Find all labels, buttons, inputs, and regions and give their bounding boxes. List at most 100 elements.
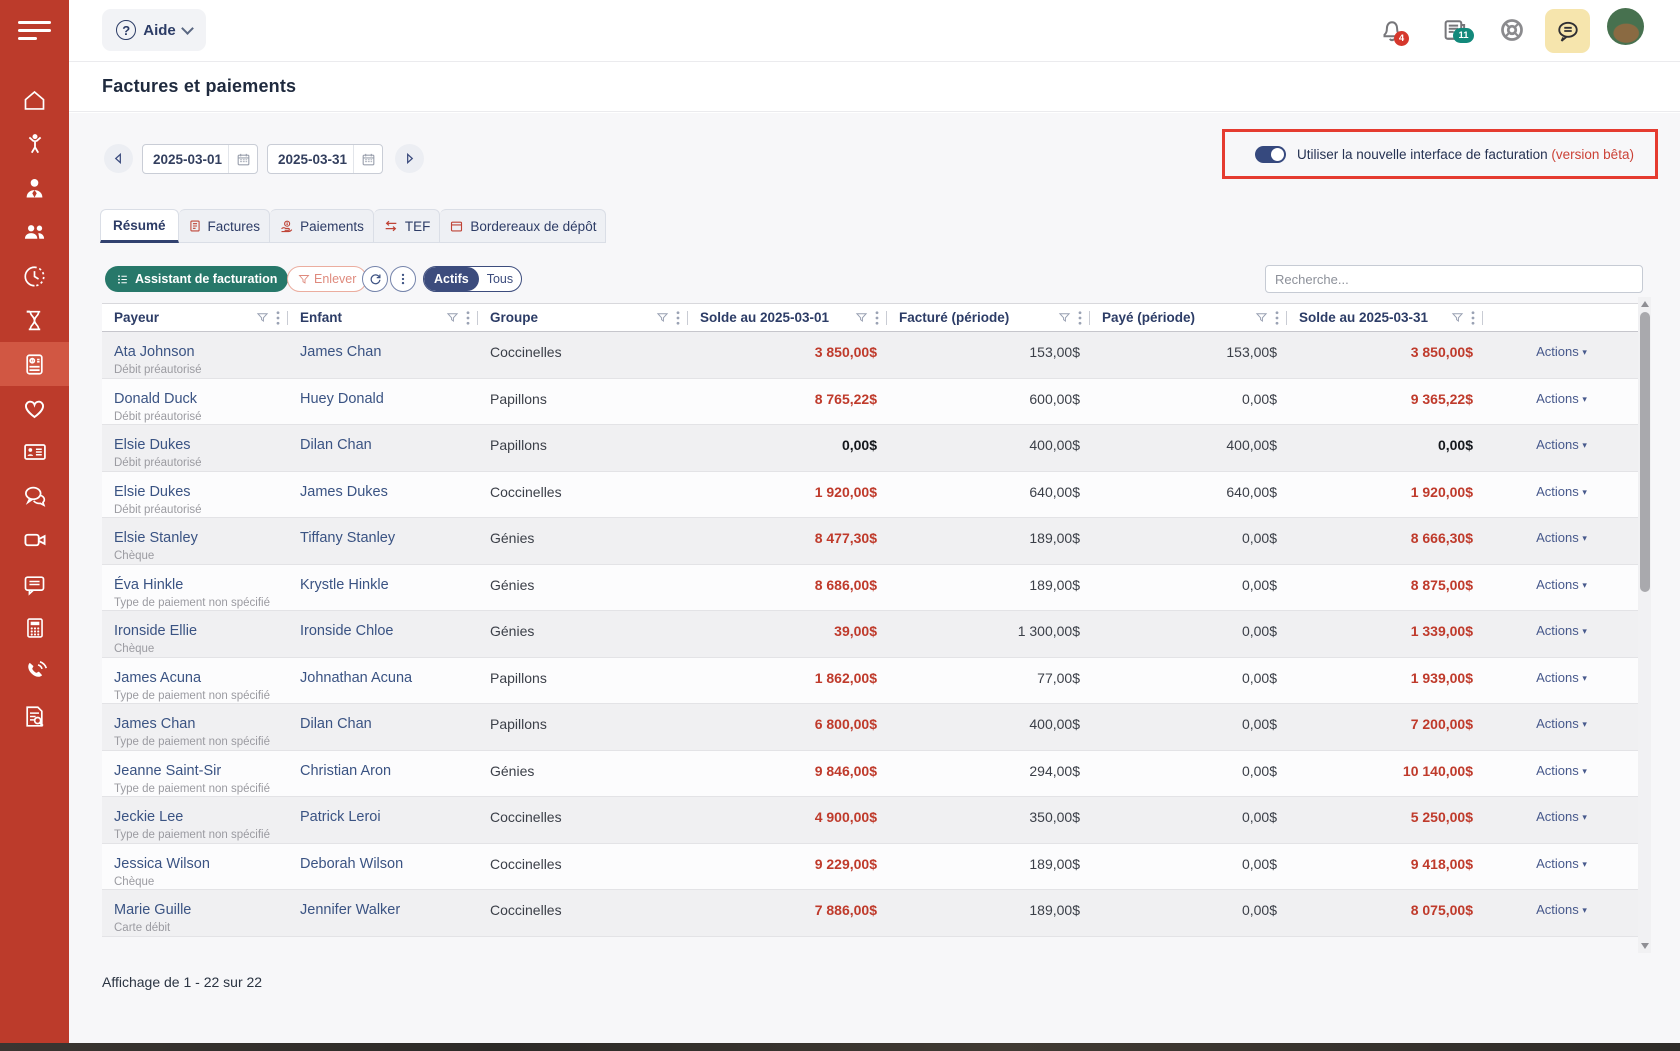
column-menu-icon[interactable] xyxy=(1078,310,1082,325)
filter-icon[interactable] xyxy=(446,311,459,324)
actions-button[interactable]: Actions ▾ xyxy=(1536,530,1587,545)
child-name[interactable]: Tiffany Stanley xyxy=(300,530,396,546)
sidebar-item-messages[interactable] xyxy=(0,562,69,606)
column-header-5[interactable]: Facturé (période) xyxy=(887,304,1090,331)
sidebar-item-billing[interactable] xyxy=(0,342,69,386)
child-name[interactable]: Krystle Hinkle xyxy=(300,576,389,593)
sidebar-item-registration[interactable] xyxy=(0,430,69,474)
tab-r-sum-[interactable]: Résumé xyxy=(100,209,179,243)
sidebar-item-video[interactable] xyxy=(0,518,69,562)
sidebar-item-home[interactable] xyxy=(0,78,69,122)
child-name[interactable]: Jennifer Walker xyxy=(300,902,401,918)
date-prev-button[interactable] xyxy=(104,144,133,173)
column-menu-icon[interactable] xyxy=(676,310,680,325)
filter-icon[interactable] xyxy=(1058,311,1071,324)
sidebar-item-communication[interactable] xyxy=(0,474,69,518)
scrollbar-thumb[interactable] xyxy=(1639,312,1650,592)
payer-name[interactable]: Jeanne Saint-Sir xyxy=(114,762,222,779)
filter-icon[interactable] xyxy=(1255,311,1268,324)
payer-name[interactable]: Jeckie Lee xyxy=(114,809,184,825)
date-end-field[interactable]: 2025-03-31 xyxy=(267,144,383,174)
child-name[interactable]: Deborah Wilson xyxy=(300,855,404,872)
calendar-icon[interactable] xyxy=(353,145,382,173)
sidebar-item-children[interactable] xyxy=(0,122,69,166)
help-ring-button[interactable] xyxy=(1497,15,1527,45)
child-name[interactable]: Johnathan Acuna xyxy=(300,669,413,686)
payer-name[interactable]: Elsie Dukes xyxy=(114,483,191,500)
beta-toggle[interactable] xyxy=(1255,145,1286,163)
actions-button[interactable]: Actions ▾ xyxy=(1536,390,1587,406)
column-header-7[interactable]: Solde au 2025-03-31 xyxy=(1287,304,1483,331)
actions-button[interactable]: Actions ▾ xyxy=(1536,716,1587,731)
payer-name[interactable]: Ata Johnson xyxy=(114,344,195,360)
payer-name[interactable]: Elsie Stanley xyxy=(114,530,198,546)
payer-name[interactable]: Ironside Ellie xyxy=(114,623,198,639)
search-input[interactable] xyxy=(1265,265,1643,293)
refresh-button[interactable] xyxy=(362,266,388,292)
column-menu-icon[interactable] xyxy=(466,310,470,325)
actions-button[interactable]: Actions ▾ xyxy=(1536,623,1587,638)
payer-name[interactable]: James Acuna xyxy=(114,669,202,686)
help-button[interactable]: ? Aide xyxy=(102,9,206,51)
avatar[interactable] xyxy=(1607,8,1644,45)
actions-button[interactable]: Actions ▾ xyxy=(1536,344,1587,359)
payer-name[interactable]: Éva Hinkle xyxy=(114,576,184,593)
child-name[interactable]: Huey Donald xyxy=(300,390,384,407)
sidebar-item-reports[interactable] xyxy=(0,694,69,738)
filter-option-actifs[interactable]: Actifs xyxy=(424,267,479,291)
filter-icon[interactable] xyxy=(656,311,669,324)
column-menu-icon[interactable] xyxy=(875,310,879,325)
sidebar-item-waiting-list[interactable] xyxy=(0,298,69,342)
actions-button[interactable]: Actions ▾ xyxy=(1536,437,1587,452)
table-scrollbar[interactable] xyxy=(1638,297,1651,953)
column-header-6[interactable]: Payé (période) xyxy=(1090,304,1287,331)
column-header-4[interactable]: Solde au 2025-03-01 xyxy=(688,304,887,331)
actions-button[interactable]: Actions ▾ xyxy=(1536,669,1587,685)
actions-button[interactable]: Actions ▾ xyxy=(1536,483,1587,499)
payer-name[interactable]: Jessica Wilson xyxy=(114,855,210,872)
date-start-field[interactable]: 2025-03-01 xyxy=(142,144,258,174)
payer-name[interactable]: Elsie Dukes xyxy=(114,437,191,453)
scroll-down-icon[interactable] xyxy=(1640,943,1649,949)
actions-button[interactable]: Actions ▾ xyxy=(1536,809,1587,824)
child-name[interactable]: Dilan Chan xyxy=(300,437,372,453)
tab-bordereaux-de-d-p-t[interactable]: Bordereaux de dépôt xyxy=(440,209,607,243)
sidebar-item-attendance[interactable] xyxy=(0,254,69,298)
sidebar-item-health[interactable] xyxy=(0,386,69,430)
calendar-icon[interactable] xyxy=(228,145,257,173)
filter-icon[interactable] xyxy=(256,311,269,324)
tab-paiements[interactable]: Paiements xyxy=(270,209,374,243)
column-menu-icon[interactable] xyxy=(276,310,280,325)
child-name[interactable]: Ironside Chloe xyxy=(300,623,394,639)
child-name[interactable]: Patrick Leroi xyxy=(300,809,381,825)
sidebar-item-terminal[interactable] xyxy=(0,606,69,650)
column-header-2[interactable]: Enfant xyxy=(288,304,478,331)
sidebar-item-groups[interactable] xyxy=(0,210,69,254)
child-name[interactable]: James Chan xyxy=(300,344,382,360)
payer-name[interactable]: James Chan xyxy=(114,716,196,732)
scroll-up-icon[interactable] xyxy=(1640,301,1649,307)
date-start-value[interactable]: 2025-03-01 xyxy=(153,151,223,167)
tab-tef[interactable]: TEF xyxy=(373,209,441,243)
sidebar-item-calls[interactable] xyxy=(0,650,69,694)
actions-button[interactable]: Actions ▾ xyxy=(1536,902,1587,917)
tab-factures[interactable]: Factures xyxy=(178,209,271,243)
column-header-3[interactable]: Groupe xyxy=(478,304,688,331)
actions-button[interactable]: Actions ▾ xyxy=(1536,762,1587,778)
sidebar-item-parents[interactable] xyxy=(0,166,69,210)
filter-icon[interactable] xyxy=(855,311,868,324)
chat-button[interactable] xyxy=(1545,9,1590,53)
child-name[interactable]: Dilan Chan xyxy=(300,716,372,732)
column-menu-icon[interactable] xyxy=(1471,310,1475,325)
remove-filter-button[interactable]: Enlever xyxy=(287,266,368,292)
column-menu-icon[interactable] xyxy=(1275,310,1279,325)
payer-name[interactable]: Donald Duck xyxy=(114,390,198,407)
actions-button[interactable]: Actions ▾ xyxy=(1536,855,1587,871)
actions-button[interactable]: Actions ▾ xyxy=(1536,576,1587,592)
column-header-1[interactable]: Payeur xyxy=(102,304,288,331)
filter-option-tous[interactable]: Tous xyxy=(486,272,514,286)
child-name[interactable]: James Dukes xyxy=(300,483,388,500)
date-end-value[interactable]: 2025-03-31 xyxy=(278,151,348,167)
billing-assistant-button[interactable]: Assistant de facturation xyxy=(105,266,289,292)
menu-toggle-icon[interactable] xyxy=(18,21,51,43)
